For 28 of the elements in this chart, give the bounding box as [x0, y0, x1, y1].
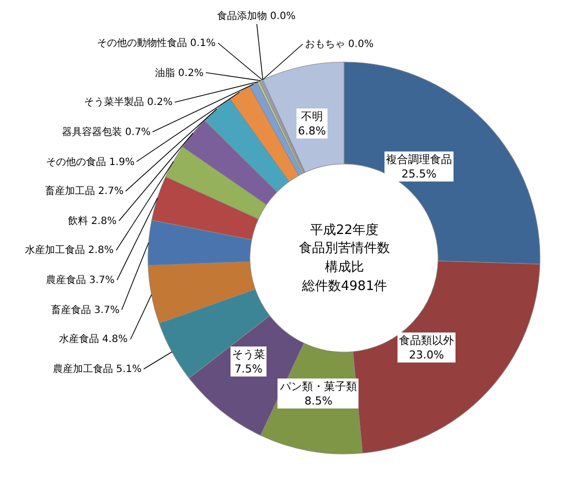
- slice-label: 食品類以外: [399, 334, 454, 347]
- data-label: 25.5%: [402, 167, 436, 180]
- slice-label: 畜産食品 3.7%: [51, 304, 120, 316]
- data-label: 6.8%: [298, 124, 326, 138]
- slice-label: 畜産加工品 2.7%: [45, 185, 124, 197]
- slice-label: そう菜半製品 0.2%: [84, 96, 173, 108]
- slice-label: 器具容器包装 0.7%: [62, 126, 151, 138]
- category-label: おもちゃ 0.0%: [305, 39, 374, 50]
- slice-label: 水産食品 4.8%: [59, 333, 128, 345]
- data-label: 8.5%: [304, 394, 332, 408]
- text: 平成22年度: [310, 222, 379, 238]
- slice-label: その他の食品 1.9%: [46, 156, 135, 168]
- slice-label: そう菜: [232, 348, 265, 361]
- data-label: 7.5%: [234, 362, 262, 376]
- slice-label: 複合調理食品: [386, 153, 452, 166]
- text: 総件数4981件: [301, 279, 388, 294]
- slice-label: 飲料 2.8%: [68, 215, 117, 227]
- category-label: 食品添加物 0.0%: [217, 11, 296, 22]
- text: 食品別苦情件数: [299, 241, 390, 256]
- slice-label: パン類・菓子類: [279, 380, 357, 393]
- slice-label: その他の動物性食品 0.1%: [97, 37, 216, 49]
- slice-label: 水産加工食品 2.8%: [25, 244, 114, 256]
- slice-label: 農産加工食品 5.1%: [53, 363, 142, 375]
- slice-label: 油脂 0.2%: [155, 67, 204, 79]
- data-label: 23.0%: [409, 348, 444, 362]
- slice-label: 農産食品 3.7%: [46, 274, 115, 286]
- text: 構成比: [325, 260, 364, 275]
- slice-label: 不明: [300, 110, 323, 123]
